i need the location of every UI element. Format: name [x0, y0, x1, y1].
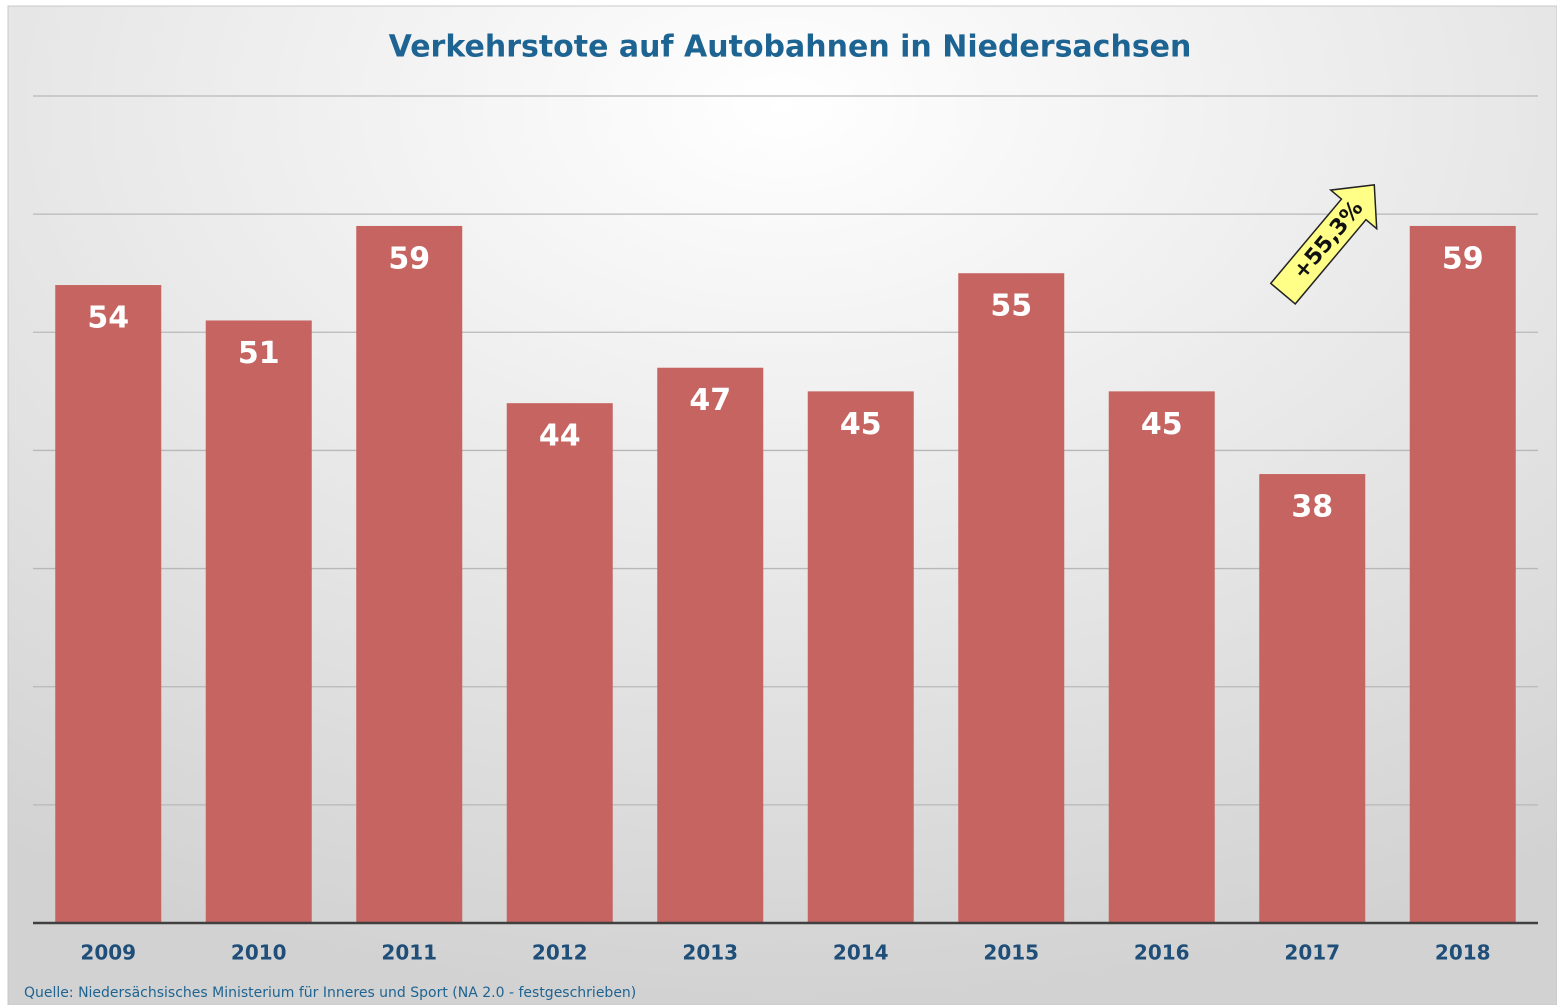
x-tick-label: 2015 [983, 941, 1039, 965]
data-label: 47 [689, 383, 731, 418]
bar [55, 285, 162, 923]
bar [205, 320, 312, 923]
data-label: 45 [1141, 407, 1183, 442]
data-label: 59 [388, 241, 430, 276]
data-label: 45 [840, 407, 882, 442]
bar [506, 403, 613, 924]
bar [807, 391, 914, 923]
data-label: 44 [539, 419, 581, 454]
x-tick-label: 2016 [1134, 941, 1190, 965]
x-tick-label: 2009 [80, 941, 136, 965]
data-label: 54 [87, 301, 129, 336]
data-label: 59 [1442, 241, 1484, 276]
data-label: 51 [238, 336, 280, 371]
x-tick-label: 2011 [381, 941, 437, 965]
x-tick-label: 2012 [532, 941, 588, 965]
bar [1108, 391, 1215, 923]
x-tick-label: 2013 [682, 941, 738, 965]
data-label: 38 [1291, 490, 1333, 525]
data-label: 55 [990, 289, 1032, 324]
bar [1409, 225, 1516, 923]
bar [657, 367, 764, 923]
source-note: Quelle: Niedersächsisches Ministerium fü… [24, 985, 636, 1001]
arrow-shape [1269, 184, 1378, 305]
x-tick-label: 2014 [833, 941, 889, 965]
bar [1259, 474, 1366, 923]
x-tick-label: 2017 [1284, 941, 1340, 965]
x-tick-label: 2010 [231, 941, 287, 965]
x-tick-label: 2018 [1435, 941, 1491, 965]
bar [958, 273, 1065, 923]
chart-title: Verkehrstote auf Autobahnen in Niedersac… [389, 30, 1192, 65]
bar [356, 225, 463, 923]
